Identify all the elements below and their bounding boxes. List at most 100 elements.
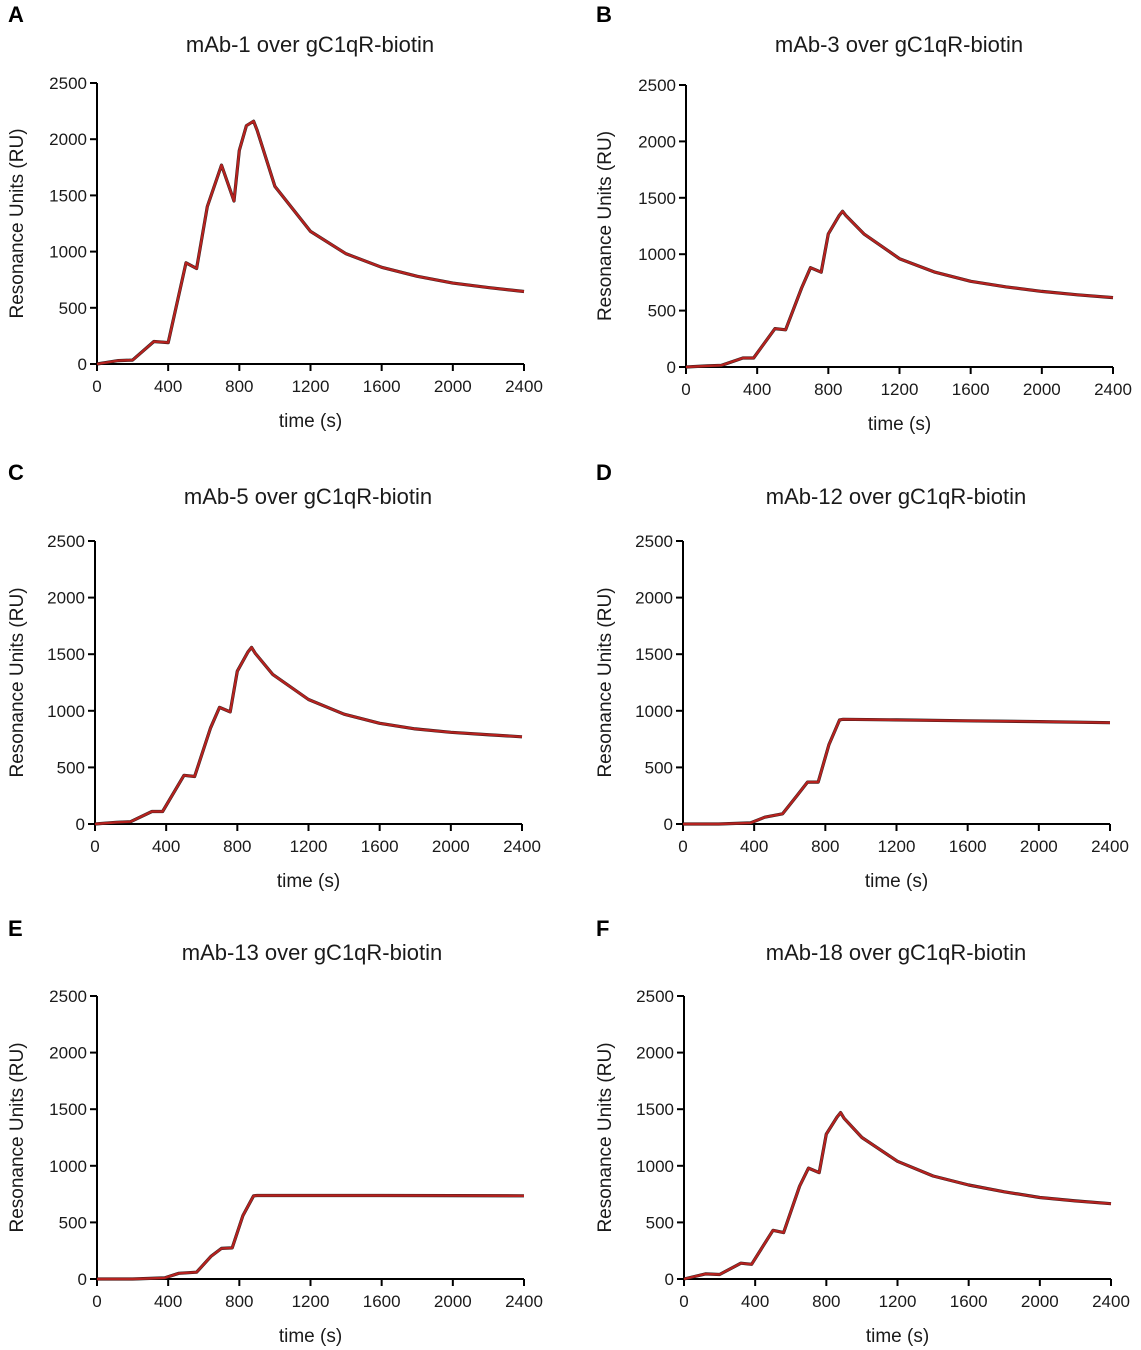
x-tick-label: 800 — [225, 377, 253, 396]
y-tick-label: 500 — [646, 1213, 674, 1232]
fit-curve — [97, 1193, 525, 1281]
chart-title: mAb-5 over gC1qR-biotin — [184, 484, 432, 509]
x-tick-label: 1600 — [361, 837, 399, 856]
panel-letter: A — [8, 2, 24, 27]
x-tick-label: 0 — [678, 837, 687, 856]
y-tick-label: 1500 — [49, 186, 87, 205]
x-tick-label: 1200 — [290, 837, 328, 856]
y-tick-label: 0 — [76, 815, 85, 834]
y-tick-label: 1000 — [49, 1157, 87, 1176]
y-tick-label: 2500 — [49, 74, 87, 93]
x-tick-label: 2000 — [1020, 837, 1058, 856]
sensorgram-line — [683, 718, 1111, 826]
panel-letter: C — [8, 460, 24, 485]
x-tick-label: 400 — [152, 837, 180, 856]
y-tick-label: 0 — [665, 1270, 674, 1289]
panel-letter: D — [596, 460, 612, 485]
y-axis-label: Resonance Units (RU) — [7, 128, 28, 318]
y-tick-label: 2000 — [636, 1044, 674, 1063]
y-tick-label: 1500 — [636, 1100, 674, 1119]
x-tick-label: 400 — [740, 837, 768, 856]
x-tick-label: 0 — [92, 377, 101, 396]
x-tick-label: 0 — [681, 380, 690, 399]
x-tick-label: 1600 — [949, 837, 987, 856]
x-tick-label: 1600 — [363, 1292, 401, 1311]
x-tick-label: 2400 — [505, 1292, 543, 1311]
y-tick-label: 0 — [78, 355, 87, 374]
x-tick-label: 400 — [743, 380, 771, 399]
y-tick-label: 0 — [664, 815, 673, 834]
x-tick-label: 2000 — [434, 1292, 472, 1311]
y-tick-label: 1500 — [47, 645, 85, 664]
y-tick-label: 1000 — [49, 243, 87, 262]
x-tick-label: 2400 — [505, 377, 543, 396]
sensorgram-line — [97, 1194, 525, 1281]
x-axis-label: time (s) — [279, 1326, 342, 1347]
y-axis-label: Resonance Units (RU) — [7, 1042, 28, 1232]
y-tick-label: 500 — [645, 758, 673, 777]
y-tick-label: 2500 — [49, 987, 87, 1006]
sensorgram-line — [94, 646, 523, 826]
y-axis-label: Resonance Units (RU) — [595, 1042, 616, 1232]
y-tick-label: 2000 — [49, 1044, 87, 1063]
sensorgram-line — [685, 210, 1114, 369]
x-tick-label: 1600 — [952, 380, 990, 399]
y-tick-label: 2000 — [635, 589, 673, 608]
x-tick-label: 2000 — [432, 837, 470, 856]
x-tick-label: 2400 — [1094, 380, 1132, 399]
y-tick-label: 500 — [59, 1213, 87, 1232]
x-tick-label: 2400 — [1092, 1292, 1130, 1311]
x-tick-label: 400 — [154, 377, 182, 396]
y-tick-label: 500 — [59, 299, 87, 318]
chart-title: mAb-12 over gC1qR-biotin — [766, 484, 1026, 509]
sensorgram-line — [683, 1111, 1112, 1281]
y-tick-label: 2000 — [638, 132, 676, 151]
x-tick-label: 800 — [225, 1292, 253, 1311]
sensorgram-line — [96, 119, 525, 366]
y-tick-label: 1500 — [635, 645, 673, 664]
y-axis-label: Resonance Units (RU) — [595, 587, 616, 777]
x-tick-label: 1200 — [881, 380, 919, 399]
x-tick-label: 0 — [92, 1292, 101, 1311]
x-tick-label: 1200 — [292, 1292, 330, 1311]
y-tick-label: 1500 — [49, 1100, 87, 1119]
x-tick-label: 2400 — [1091, 837, 1129, 856]
fit-curve — [94, 645, 523, 826]
y-tick-label: 2500 — [47, 532, 85, 551]
y-axis-label: Resonance Units (RU) — [595, 131, 616, 321]
x-tick-label: 400 — [154, 1292, 182, 1311]
y-tick-label: 1000 — [47, 702, 85, 721]
x-tick-label: 0 — [90, 837, 99, 856]
y-tick-label: 2500 — [635, 532, 673, 551]
chart-title: mAb-1 over gC1qR-biotin — [186, 32, 434, 57]
fit-curve — [685, 209, 1114, 369]
panel-letter: F — [596, 916, 609, 941]
x-axis-label: time (s) — [868, 414, 931, 435]
y-tick-label: 2500 — [638, 76, 676, 95]
x-tick-label: 800 — [814, 380, 842, 399]
x-axis-label: time (s) — [865, 871, 928, 892]
x-axis-label: time (s) — [866, 1326, 929, 1347]
fit-curve — [96, 119, 525, 366]
x-tick-label: 1200 — [878, 837, 916, 856]
y-axis-label: Resonance Units (RU) — [7, 587, 28, 777]
panel-letter: B — [596, 2, 612, 27]
x-tick-label: 800 — [223, 837, 251, 856]
x-axis-label: time (s) — [277, 871, 340, 892]
fit-curve — [683, 717, 1111, 826]
y-tick-label: 1500 — [638, 189, 676, 208]
x-tick-label: 2400 — [503, 837, 541, 856]
x-tick-label: 1600 — [950, 1292, 988, 1311]
y-tick-label: 1000 — [638, 245, 676, 264]
y-tick-label: 500 — [57, 758, 85, 777]
x-tick-label: 2000 — [434, 377, 472, 396]
x-tick-label: 400 — [741, 1292, 769, 1311]
y-tick-label: 2000 — [47, 589, 85, 608]
